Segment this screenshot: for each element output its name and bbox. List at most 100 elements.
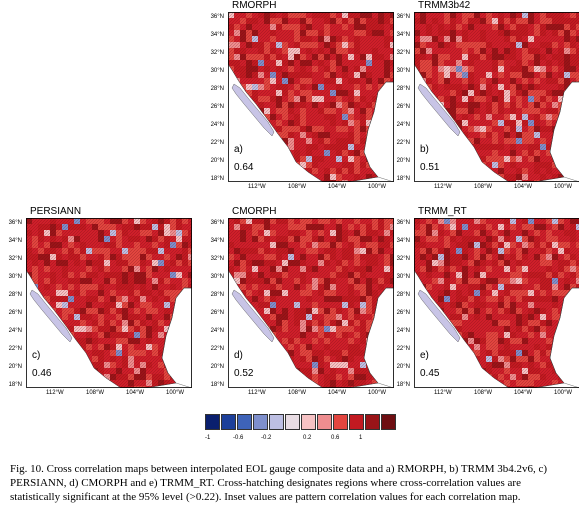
latitude-tick-label: 26°N: [210, 104, 224, 110]
panel-letter: c): [32, 350, 41, 361]
latitude-tick-label: 34°N: [210, 238, 224, 244]
latitude-tick-label: 28°N: [210, 86, 224, 92]
colorbar-swatch: [381, 414, 396, 430]
colorbar-swatch: [253, 414, 268, 430]
correlation-map: [228, 218, 394, 388]
colorbar-swatch: [205, 414, 220, 430]
panel-letter: b): [420, 144, 429, 155]
latitude-tick-label: 22°N: [396, 140, 410, 146]
latitude-tick-label: 30°N: [210, 68, 224, 74]
longitude-tick-label: 112°W: [434, 390, 452, 396]
map-frame: [414, 218, 579, 388]
longitude-tick-label: 108°W: [474, 390, 493, 396]
pattern-correlation: 0.45: [420, 368, 440, 379]
latitude-tick-label: 30°N: [8, 274, 22, 280]
pattern-correlation: 0.46: [32, 368, 52, 379]
panel-letter: a): [234, 144, 243, 155]
latitude-tick-label: 28°N: [396, 86, 410, 92]
colorbar-tick-label: 1: [359, 435, 363, 441]
latitude-tick-label: 34°N: [8, 238, 22, 244]
latitude-tick-label: 24°N: [396, 122, 410, 128]
latitude-tick-label: 28°N: [396, 292, 410, 298]
colorbar-swatch: [285, 414, 300, 430]
coastline: [414, 218, 579, 388]
latitude-tick-label: 18°N: [396, 382, 410, 388]
latitude-tick-label: 30°N: [396, 68, 410, 74]
panel-title: PERSIANN: [30, 206, 82, 217]
latitude-tick-label: 32°N: [396, 50, 410, 56]
longitude-tick-label: 112°W: [434, 184, 452, 190]
latitude-tick-label: 20°N: [210, 364, 224, 370]
coastline: [228, 218, 394, 388]
colorbar-tick-label: -1: [205, 435, 211, 441]
map-panel-cmorph: CMORPH d) 0.52 36°N 34°N 32°N 30°N 28°N 26°N 2…: [211, 206, 394, 396]
coastline: [228, 12, 394, 182]
baja-peninsula: [29, 289, 73, 343]
baja-peninsula: [417, 83, 461, 137]
map-panel-trmm-rt: TRMM_RT e) 0.45 36°N 34°N 32°N 30°N 28°N 26°N…: [397, 206, 579, 396]
longitude-tick-label: 108°W: [474, 184, 493, 190]
longitude-tick-label: 104°W: [328, 184, 347, 190]
latitude-tick-label: 22°N: [396, 346, 410, 352]
longitude-tick-label: 104°W: [514, 390, 533, 396]
colorbar-swatch: [301, 414, 316, 430]
latitude-tick-label: 22°N: [210, 346, 224, 352]
longitude-tick-label: 100°W: [368, 390, 387, 396]
colorbar-tick-label: -0.6: [233, 435, 244, 441]
latitude-tick-label: 32°N: [396, 256, 410, 262]
latitude-tick-label: 28°N: [210, 292, 224, 298]
latitude-tick-label: 18°N: [210, 176, 224, 182]
latitude-tick-label: 26°N: [396, 104, 410, 110]
latitude-tick-label: 34°N: [210, 32, 224, 38]
panel-title: TRMM_RT: [418, 206, 467, 217]
baja-peninsula: [231, 83, 275, 137]
longitude-tick-label: 112°W: [248, 390, 266, 396]
coastline: [414, 12, 579, 182]
latitude-tick-label: 30°N: [396, 274, 410, 280]
colorbar-swatch: [269, 414, 284, 430]
latitude-tick-label: 22°N: [210, 140, 224, 146]
latitude-tick-label: 36°N: [210, 220, 224, 226]
colorbar-boxes: [205, 414, 397, 432]
baja-peninsula: [231, 289, 275, 343]
pattern-correlation: 0.52: [234, 368, 254, 379]
figure-caption: Fig. 10. Cross correlation maps between …: [10, 463, 548, 503]
colorbar-tick-label: 0.6: [331, 435, 340, 441]
latitude-tick-label: 34°N: [396, 32, 410, 38]
longitude-tick-label: 100°W: [554, 184, 573, 190]
latitude-tick-label: 18°N: [396, 176, 410, 182]
colorbar-tick-label: -0.2: [261, 435, 272, 441]
colorbar-swatch: [349, 414, 364, 430]
latitude-tick-label: 32°N: [210, 50, 224, 56]
map-frame: [414, 12, 579, 182]
latitude-tick-label: 20°N: [8, 364, 22, 370]
latitude-tick-label: 22°N: [8, 346, 22, 352]
latitude-tick-label: 36°N: [396, 14, 410, 20]
map-panel-trmm3b42: TRMM3b42 b) 0.51 36°N 34°N 32°N 30°N 28°N 26°…: [397, 0, 579, 190]
map-panel-persiann: PERSIANN c) 0.46 36°N 34°N 32°N 30°N 28°N 26°…: [9, 206, 192, 396]
latitude-tick-label: 30°N: [210, 274, 224, 280]
latitude-tick-label: 26°N: [396, 310, 410, 316]
latitude-tick-label: 24°N: [210, 328, 224, 334]
map-panel-rmorph: RMORPH a) 0.64 36°N 34°N 32°N 30°N 28°N 26°N 2…: [211, 0, 394, 190]
latitude-tick-label: 24°N: [396, 328, 410, 334]
latitude-tick-label: 36°N: [396, 220, 410, 226]
longitude-tick-label: 100°W: [368, 184, 387, 190]
latitude-tick-label: 24°N: [8, 328, 22, 334]
panel-title: CMORPH: [232, 206, 277, 217]
correlation-map: [26, 218, 192, 388]
correlation-map: [228, 12, 394, 182]
latitude-tick-label: 26°N: [8, 310, 22, 316]
latitude-tick-label: 20°N: [396, 364, 410, 370]
longitude-tick-label: 112°W: [248, 184, 266, 190]
panel-letter: e): [420, 350, 429, 361]
colorbar-swatch: [365, 414, 380, 430]
colorbar-swatch: [221, 414, 236, 430]
latitude-tick-label: 18°N: [8, 382, 22, 388]
colorbar-swatch: [333, 414, 348, 430]
latitude-tick-label: 32°N: [8, 256, 22, 262]
panel-title: RMORPH: [232, 0, 277, 11]
latitude-tick-label: 36°N: [210, 14, 224, 20]
latitude-tick-label: 18°N: [210, 382, 224, 388]
map-frame: [228, 218, 394, 388]
